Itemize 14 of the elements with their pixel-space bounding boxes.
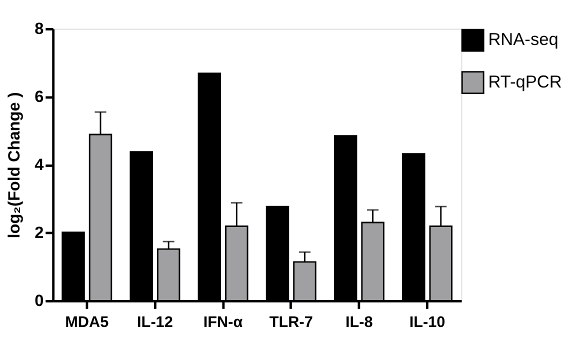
y-tick-label: 0 — [34, 292, 44, 310]
legend-label: RNA-seq — [488, 29, 558, 50]
y-tick-label: 4 — [34, 156, 44, 174]
legend-label: RT-qPCR — [488, 71, 562, 92]
y-tick-label: 8 — [34, 20, 44, 38]
x-tick-label: IL-12 — [137, 314, 173, 332]
x-tick-label: IL-8 — [346, 314, 374, 332]
y-axis-title: log₂(Fold Change ) — [5, 92, 24, 238]
x-tick-label: TLR-7 — [269, 314, 313, 332]
x-tick-label: MDA5 — [65, 314, 110, 332]
x-tick-label: IL-10 — [409, 314, 446, 332]
x-tick-label: IFN-α — [203, 314, 244, 332]
y-tick-label: 2 — [34, 224, 44, 242]
y-tick-label: 6 — [34, 88, 44, 106]
